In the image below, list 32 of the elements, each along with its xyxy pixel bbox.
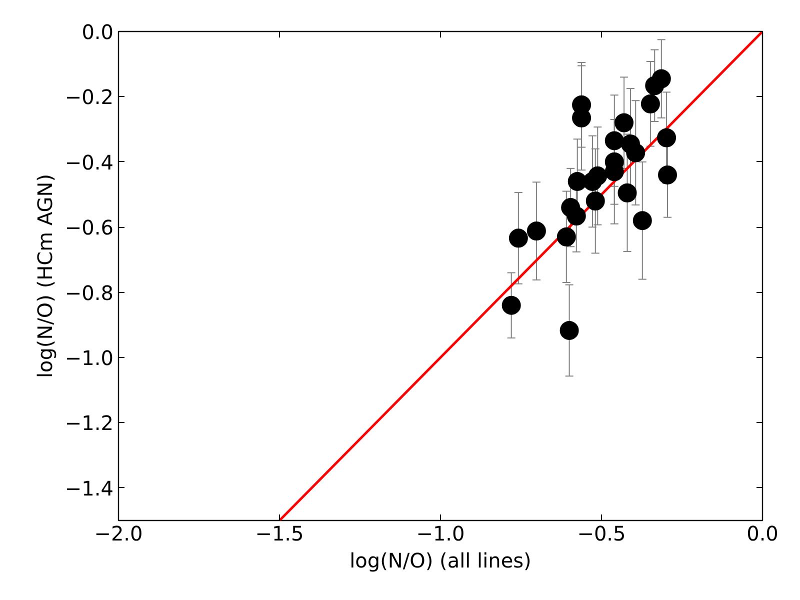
point [586, 192, 605, 210]
y-tick-label: −0.8 [64, 280, 114, 305]
x-axis-title: log(N/O) (all lines) [350, 548, 532, 572]
y-tick-label: −1.2 [64, 411, 114, 436]
x-tick-label: −0.5 [577, 522, 626, 546]
x-tick-label: −2.0 [94, 522, 143, 546]
y-tick-label: −0.6 [64, 216, 114, 240]
point [640, 94, 660, 114]
x-tick-label: 0.0 [746, 522, 778, 546]
point [502, 296, 521, 315]
point [560, 320, 579, 340]
y-tick-label: −1.0 [64, 346, 114, 370]
point [657, 128, 676, 148]
point [566, 206, 586, 226]
y-tick-label: −0.2 [64, 85, 114, 110]
x-tick-label: −1.0 [416, 522, 465, 546]
y-tick-label: 0.0 [82, 20, 114, 44]
x-tick-label: −1.5 [255, 522, 304, 546]
point [614, 113, 634, 132]
point [588, 166, 608, 186]
point [658, 165, 678, 184]
point [632, 211, 652, 230]
y-axis-title: log(N/O) (HCm AGN) [32, 174, 57, 378]
point [618, 183, 637, 202]
y-tick-label: −1.4 [64, 476, 114, 500]
point [556, 227, 576, 246]
point [508, 228, 528, 248]
y-tick-label: −0.4 [64, 150, 114, 174]
point [604, 131, 624, 150]
point [626, 143, 646, 162]
point [652, 69, 671, 88]
point [526, 222, 546, 240]
